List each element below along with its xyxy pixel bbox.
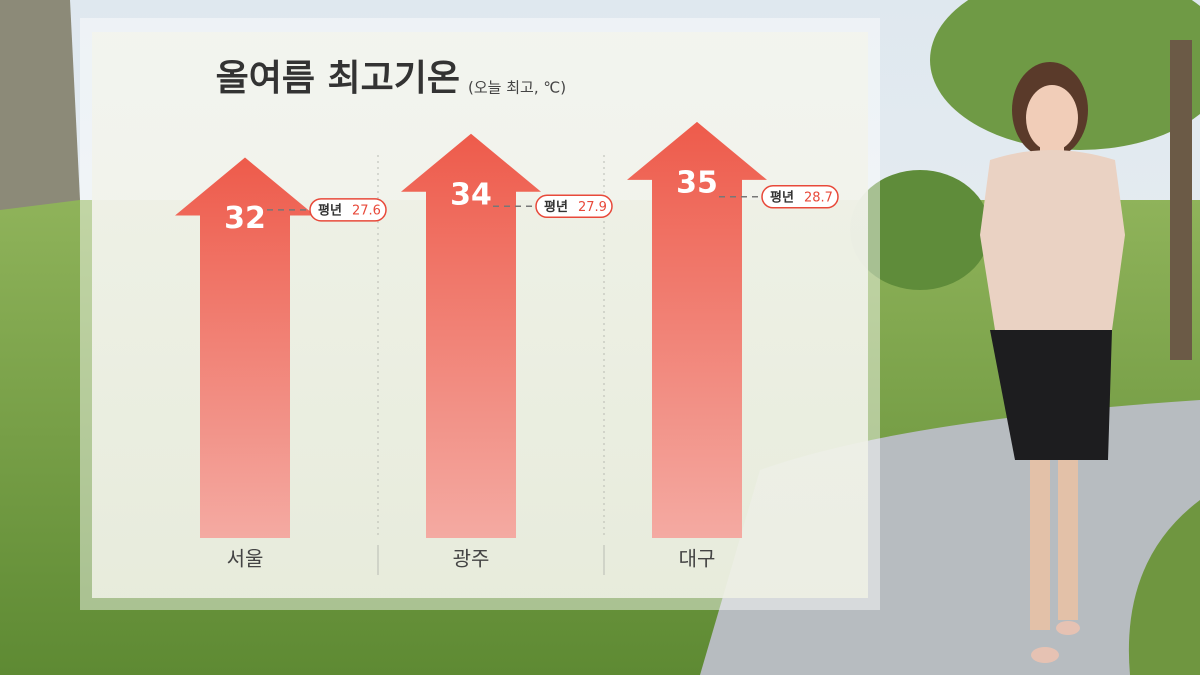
arrow-bar xyxy=(627,121,767,538)
chart-title: 올여름 최고기온 xyxy=(216,58,460,99)
average-pill xyxy=(535,194,613,219)
average-label: 평년 xyxy=(318,202,342,218)
average-value: 28.7 xyxy=(804,190,833,205)
arrow-bar xyxy=(401,133,541,538)
chart-subtitle: (오늘 최고, ℃) xyxy=(468,79,566,97)
average-value: 27.9 xyxy=(578,200,607,215)
value-label: 32 xyxy=(224,201,266,236)
average-value: 27.6 xyxy=(352,203,381,218)
average-marker: 평년 27.6 xyxy=(267,198,387,222)
average-pill xyxy=(761,185,839,209)
presenter xyxy=(980,62,1125,663)
value-label: 34 xyxy=(450,177,492,212)
x-tick-label: 서울 xyxy=(227,547,264,571)
average-marker: 평년 28.7 xyxy=(719,185,839,209)
average-pill xyxy=(309,198,387,222)
average-label: 평년 xyxy=(770,189,794,205)
plot: 서울 32 평년 27.6 광주 34 평년 27.9 대구 35 평년 28.7 xyxy=(175,121,839,575)
x-tick-label: 대구 xyxy=(679,547,716,571)
average-label: 평년 xyxy=(544,199,568,215)
arrow-bar xyxy=(175,157,315,539)
x-tick-label: 광주 xyxy=(453,547,490,571)
value-label: 35 xyxy=(676,165,718,200)
average-marker: 평년 27.9 xyxy=(493,194,613,219)
